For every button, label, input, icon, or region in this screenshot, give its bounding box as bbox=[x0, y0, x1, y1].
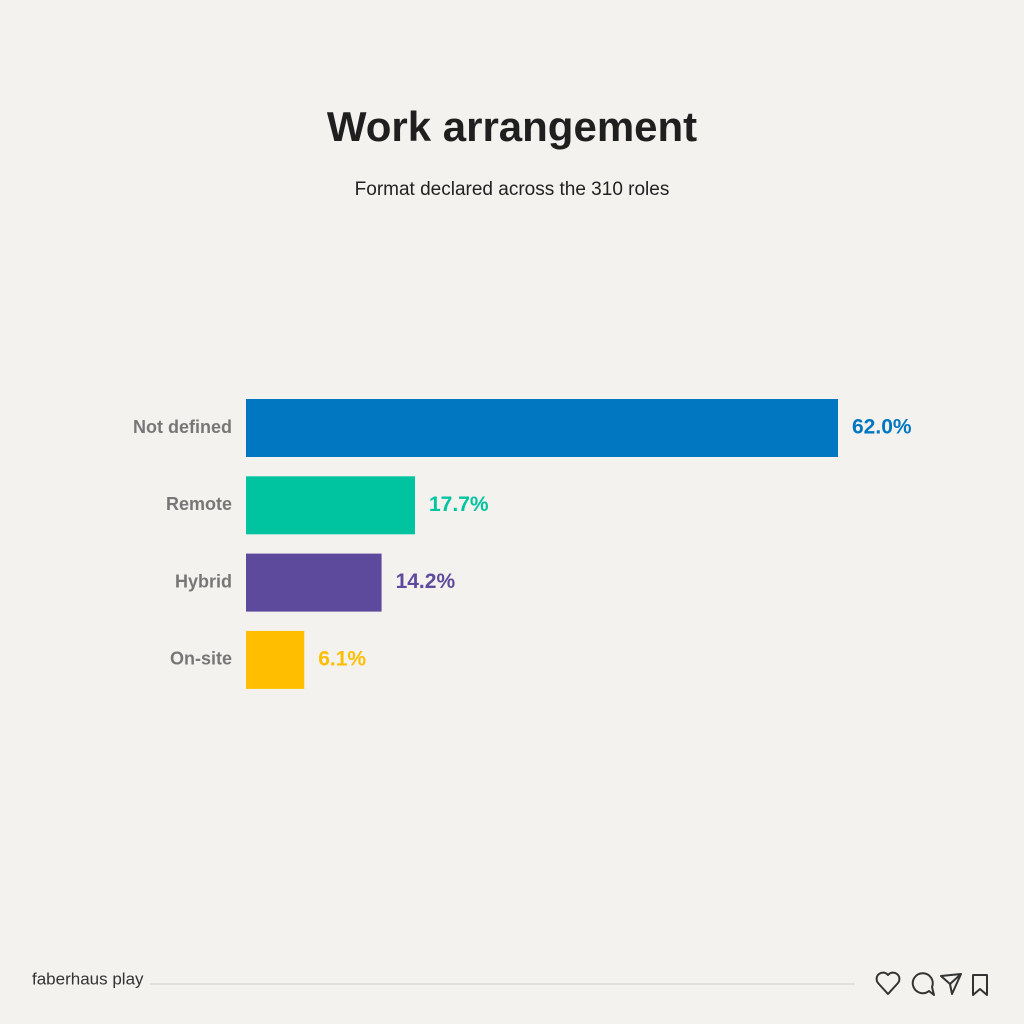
save-icon[interactable] bbox=[972, 974, 988, 996]
value-label: 17.7% bbox=[429, 493, 489, 516]
chart-title: Work arrangement bbox=[327, 103, 697, 150]
value-label: 6.1% bbox=[318, 647, 366, 670]
value-label: 14.2% bbox=[396, 570, 456, 593]
comment-icon[interactable] bbox=[911, 972, 935, 996]
bar bbox=[246, 630, 305, 689]
category-label: Not defined bbox=[133, 417, 232, 437]
bar bbox=[246, 476, 416, 535]
brand: faberhaus play bbox=[32, 969, 144, 988]
category-label: Remote bbox=[166, 494, 232, 514]
like-icon[interactable] bbox=[875, 971, 901, 995]
category-label: Hybrid bbox=[175, 571, 232, 591]
chart-subtitle: Format declared across the 310 roles bbox=[355, 179, 670, 200]
category-label: On-site bbox=[170, 649, 232, 669]
share-icon[interactable] bbox=[940, 973, 962, 995]
value-label: 62.0% bbox=[852, 416, 912, 439]
bar bbox=[246, 553, 382, 612]
bar bbox=[246, 399, 838, 457]
